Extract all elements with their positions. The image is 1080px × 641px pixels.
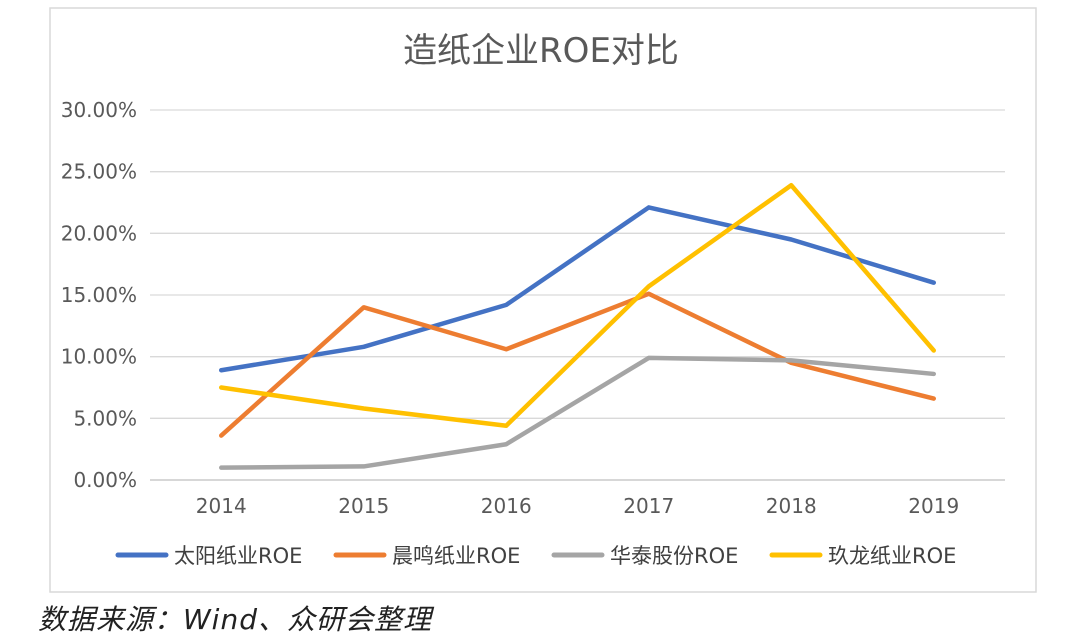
x-tick-label: 2018 xyxy=(766,494,817,518)
series-lines xyxy=(219,182,936,470)
y-tick-label: 20.00% xyxy=(61,221,137,245)
gridlines xyxy=(150,109,1005,481)
x-tick-label: 2019 xyxy=(908,494,959,518)
x-tick-label: 2014 xyxy=(196,494,247,518)
y-tick-label: 25.00% xyxy=(61,160,137,184)
legend-label: 晨鸣纸业ROE xyxy=(392,544,520,568)
chart-title: 造纸企业ROE对比 xyxy=(403,31,679,71)
series-line xyxy=(219,355,936,470)
x-axis-tick-labels: 2014 2015 2016 2017 2018 2019 xyxy=(196,494,959,518)
legend-label: 太阳纸业ROE xyxy=(174,544,302,568)
y-tick-label: 0.00% xyxy=(73,468,137,492)
series-line xyxy=(219,291,936,438)
x-tick-label: 2015 xyxy=(338,494,389,518)
x-tick-label: 2016 xyxy=(481,494,532,518)
series-line xyxy=(219,205,936,373)
legend: 太阳纸业ROE 晨鸣纸业ROE 华泰股份ROE 玖龙纸业ROE xyxy=(115,544,956,568)
y-tick-label: 5.00% xyxy=(73,406,137,430)
y-tick-label: 10.00% xyxy=(61,345,137,369)
legend-label: 玖龙纸业ROE xyxy=(828,544,956,568)
y-tick-label: 30.00% xyxy=(61,98,137,122)
y-tick-label: 15.00% xyxy=(61,283,137,307)
chart-frame xyxy=(49,7,1037,593)
source-note: 数据来源：Wind、众研会整理 xyxy=(38,603,432,636)
x-tick-label: 2017 xyxy=(623,494,674,518)
series-line xyxy=(219,182,936,428)
legend-label: 华泰股份ROE xyxy=(610,544,738,568)
y-axis-tick-labels: 0.00% 5.00% 10.00% 15.00% 20.00% 25.00% 30.00% xyxy=(61,98,137,492)
